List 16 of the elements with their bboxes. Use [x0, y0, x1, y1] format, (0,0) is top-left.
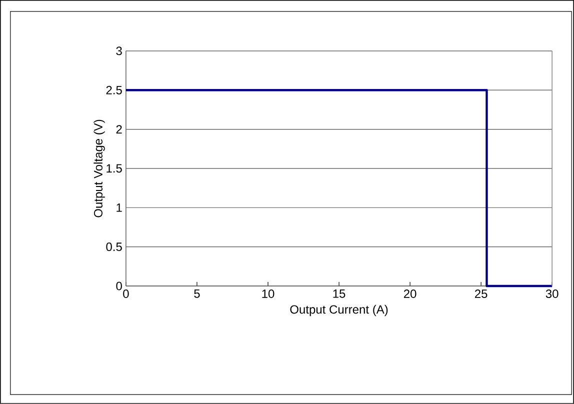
x-axis-title: Output Current (A): [290, 304, 388, 316]
x-tick-label: 10: [262, 290, 274, 298]
x-tick-label: 0: [123, 290, 129, 298]
x-tick-label: 20: [404, 290, 416, 298]
y-tick-label: 1: [116, 204, 122, 212]
x-tick-label: 5: [194, 290, 200, 298]
y-tick-label: 2.5: [106, 86, 122, 94]
y-tick-label: 3: [116, 46, 122, 56]
x-tick-label: 25: [474, 290, 488, 298]
y-tick-label: 0: [116, 282, 122, 290]
x-tick-label: 15: [333, 290, 346, 298]
y-axis-title: Output Voltage (V): [94, 120, 105, 218]
y-tick-label: 2: [116, 125, 122, 134]
y-tick-label: 0.5: [106, 242, 122, 252]
y-tick-label: 1.5: [106, 164, 122, 173]
x-tick-label: 30: [546, 290, 558, 298]
